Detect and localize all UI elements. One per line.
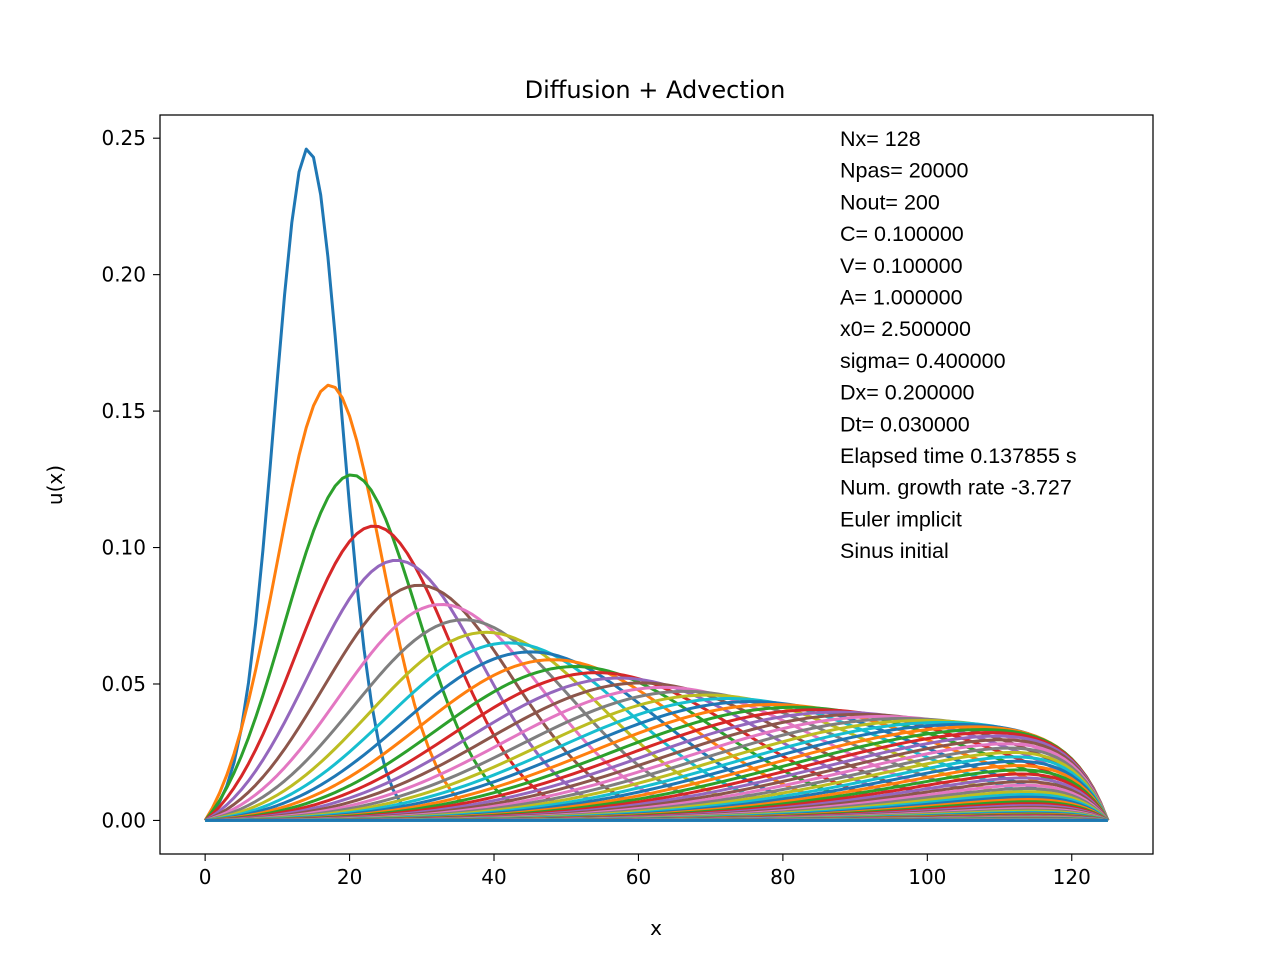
y-tick-label: 0.05 <box>101 672 146 696</box>
annotation-line: Dx= 0.200000 <box>840 381 975 405</box>
x-tick-label: 100 <box>908 865 946 889</box>
annotation-line: Sinus initial <box>840 539 949 563</box>
annotation-line: Elapsed time 0.137855 s <box>840 444 1077 468</box>
annotation-line: Dt= 0.030000 <box>840 412 970 436</box>
annotation-line: Num. growth rate -3.727 <box>840 476 1072 500</box>
annotation-line: sigma= 0.400000 <box>840 349 1006 373</box>
annotation-line: V= 0.100000 <box>840 254 963 278</box>
annotation-line: A= 1.000000 <box>840 286 963 310</box>
y-tick-label: 0.20 <box>101 263 146 287</box>
x-tick-label: 80 <box>770 865 795 889</box>
y-tick-label: 0.10 <box>101 536 146 560</box>
x-tick-label: 40 <box>481 865 506 889</box>
annotation-line: C= 0.100000 <box>840 222 964 246</box>
series-line-19 <box>205 696 1109 822</box>
x-axis-label: x <box>650 916 662 940</box>
y-tick-label: 0.15 <box>101 399 146 423</box>
chart-title: Diffusion + Advection <box>525 76 786 104</box>
annotation-line: Euler implicit <box>840 507 962 531</box>
parameter-annotations: Nx= 128 Npas= 20000 Nout= 200 C= 0.100000 V=… <box>840 127 1077 563</box>
annotation-line: Nout= 200 <box>840 190 940 214</box>
series-group <box>203 147 1110 822</box>
annotation-line: Npas= 20000 <box>840 159 969 183</box>
y-axis-label: u(x) <box>43 465 67 505</box>
x-axis: 0 20 40 60 80 100 120 <box>199 854 1091 889</box>
y-tick-label: 0.00 <box>101 808 146 832</box>
y-axis: 0.00 0.05 0.10 0.15 0.20 0.25 <box>101 126 160 832</box>
x-tick-label: 120 <box>1053 865 1091 889</box>
plot-frame <box>159 114 1154 855</box>
annotation-line: x0= 2.500000 <box>840 317 971 341</box>
x-tick-label: 0 <box>199 865 212 889</box>
annotation-line: Nx= 128 <box>840 127 921 151</box>
x-tick-label: 20 <box>337 865 362 889</box>
x-tick-label: 60 <box>626 865 651 889</box>
y-tick-label: 0.25 <box>101 126 146 150</box>
